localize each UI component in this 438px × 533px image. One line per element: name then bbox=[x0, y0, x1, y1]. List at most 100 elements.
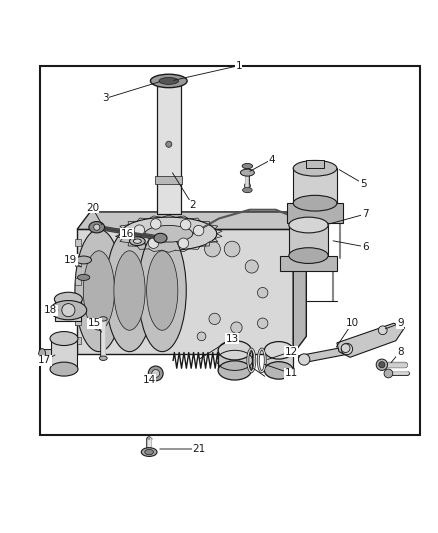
Circle shape bbox=[384, 369, 393, 378]
Polygon shape bbox=[156, 81, 181, 214]
Ellipse shape bbox=[76, 256, 92, 264]
Bar bbox=[155, 176, 182, 183]
Bar bbox=[75, 278, 81, 285]
Circle shape bbox=[341, 343, 353, 354]
Bar bbox=[75, 298, 81, 305]
Ellipse shape bbox=[114, 251, 145, 330]
Circle shape bbox=[378, 326, 387, 335]
Ellipse shape bbox=[106, 229, 153, 352]
Polygon shape bbox=[42, 350, 51, 358]
Text: 12: 12 bbox=[284, 346, 298, 357]
Ellipse shape bbox=[265, 362, 293, 379]
Text: 9: 9 bbox=[397, 318, 403, 328]
Ellipse shape bbox=[145, 225, 193, 242]
Ellipse shape bbox=[138, 229, 186, 352]
Ellipse shape bbox=[159, 77, 179, 84]
Bar bbox=[75, 337, 81, 344]
Polygon shape bbox=[46, 306, 55, 312]
Circle shape bbox=[379, 362, 385, 368]
Polygon shape bbox=[287, 203, 343, 223]
Ellipse shape bbox=[50, 362, 78, 376]
Text: 18: 18 bbox=[44, 305, 57, 315]
Text: 17: 17 bbox=[38, 356, 51, 365]
Ellipse shape bbox=[150, 74, 187, 87]
Circle shape bbox=[224, 241, 240, 257]
Circle shape bbox=[148, 366, 163, 381]
Text: 16: 16 bbox=[121, 229, 134, 239]
Ellipse shape bbox=[243, 188, 252, 193]
Circle shape bbox=[148, 238, 159, 248]
Ellipse shape bbox=[154, 233, 167, 243]
Polygon shape bbox=[293, 168, 337, 203]
Ellipse shape bbox=[293, 160, 337, 176]
Ellipse shape bbox=[130, 237, 145, 246]
Circle shape bbox=[152, 369, 159, 377]
Ellipse shape bbox=[99, 317, 107, 321]
Circle shape bbox=[209, 313, 220, 325]
Ellipse shape bbox=[50, 332, 78, 345]
Circle shape bbox=[258, 318, 268, 328]
Ellipse shape bbox=[218, 361, 251, 380]
Text: 6: 6 bbox=[362, 242, 369, 252]
Bar bbox=[40, 66, 420, 434]
Polygon shape bbox=[218, 350, 252, 370]
Ellipse shape bbox=[78, 274, 90, 280]
Text: 7: 7 bbox=[362, 209, 369, 219]
Text: 3: 3 bbox=[102, 93, 109, 103]
Ellipse shape bbox=[134, 239, 141, 244]
Circle shape bbox=[180, 220, 191, 230]
Circle shape bbox=[166, 141, 172, 147]
Ellipse shape bbox=[50, 301, 87, 320]
Polygon shape bbox=[55, 299, 81, 321]
Circle shape bbox=[151, 219, 161, 229]
Ellipse shape bbox=[289, 248, 328, 263]
Bar bbox=[75, 318, 81, 325]
Ellipse shape bbox=[293, 195, 337, 211]
Circle shape bbox=[197, 332, 206, 341]
Circle shape bbox=[193, 225, 204, 236]
Text: 1: 1 bbox=[235, 61, 242, 71]
Ellipse shape bbox=[121, 217, 217, 251]
Circle shape bbox=[244, 183, 251, 189]
Text: 14: 14 bbox=[142, 375, 156, 385]
Text: 4: 4 bbox=[268, 155, 275, 165]
Circle shape bbox=[341, 344, 350, 352]
Ellipse shape bbox=[240, 169, 254, 176]
Ellipse shape bbox=[299, 220, 318, 231]
Ellipse shape bbox=[141, 448, 157, 456]
Text: 19: 19 bbox=[64, 255, 77, 265]
Text: 10: 10 bbox=[346, 318, 359, 328]
Polygon shape bbox=[293, 212, 306, 354]
Ellipse shape bbox=[147, 251, 178, 330]
Text: 13: 13 bbox=[226, 334, 239, 344]
Circle shape bbox=[178, 238, 189, 248]
Polygon shape bbox=[337, 323, 405, 357]
Ellipse shape bbox=[39, 349, 46, 359]
Circle shape bbox=[258, 287, 268, 298]
Circle shape bbox=[62, 304, 75, 317]
Ellipse shape bbox=[218, 341, 251, 360]
Text: 11: 11 bbox=[284, 368, 298, 378]
Circle shape bbox=[298, 354, 310, 365]
Polygon shape bbox=[265, 350, 293, 370]
Circle shape bbox=[231, 322, 242, 333]
Text: 5: 5 bbox=[360, 179, 367, 189]
Ellipse shape bbox=[89, 222, 105, 233]
Text: 8: 8 bbox=[397, 346, 403, 357]
Text: 2: 2 bbox=[190, 200, 196, 211]
Ellipse shape bbox=[75, 229, 123, 352]
Circle shape bbox=[376, 359, 388, 370]
Circle shape bbox=[245, 260, 258, 273]
Polygon shape bbox=[280, 256, 337, 271]
Ellipse shape bbox=[99, 356, 107, 360]
Ellipse shape bbox=[83, 251, 115, 330]
Polygon shape bbox=[77, 212, 306, 229]
Polygon shape bbox=[289, 225, 328, 256]
Circle shape bbox=[134, 225, 145, 236]
Ellipse shape bbox=[289, 217, 328, 233]
Text: 15: 15 bbox=[88, 318, 101, 328]
Ellipse shape bbox=[292, 215, 325, 235]
Polygon shape bbox=[306, 159, 324, 168]
Text: 20: 20 bbox=[86, 203, 99, 213]
Polygon shape bbox=[297, 346, 354, 363]
